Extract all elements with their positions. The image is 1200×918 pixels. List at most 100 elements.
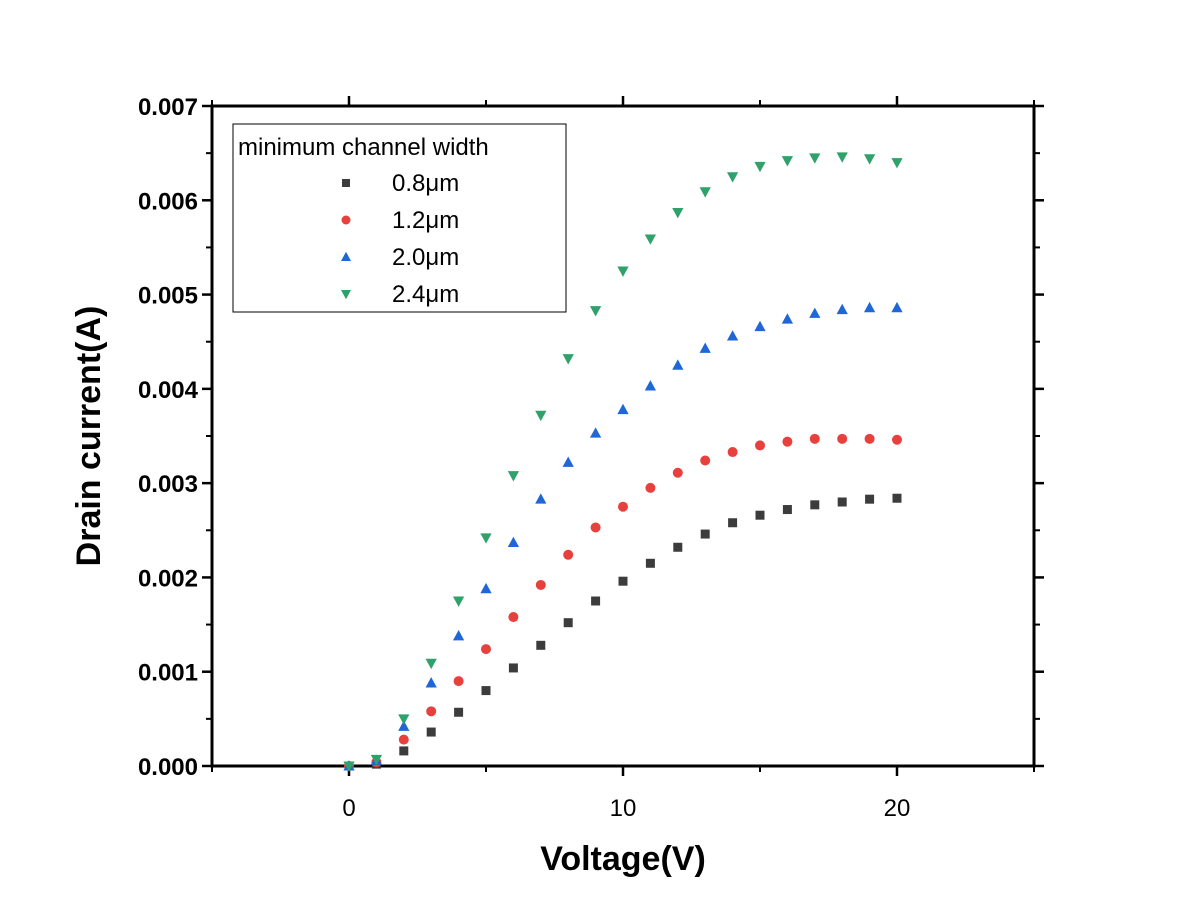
data-point [398, 714, 410, 725]
data-point [563, 618, 573, 628]
legend-label: 2.4μm [392, 281, 459, 308]
legend-marker [341, 215, 351, 225]
data-point [781, 156, 794, 167]
data-point [589, 306, 602, 317]
data-point [426, 706, 437, 717]
data-point [699, 342, 711, 353]
data-point [782, 436, 793, 447]
data-point [399, 746, 409, 756]
y-tick-label: 0.006 [138, 188, 198, 215]
legend-entries: 0.8μm 1.2μm 2.0μm 2.4μm [341, 170, 459, 308]
data-point [754, 320, 766, 332]
data-point [480, 582, 492, 594]
legend-label: 1.2μm [392, 207, 459, 234]
x-axis-title: Voltage(V) [540, 840, 706, 878]
data-point [892, 434, 902, 445]
data-point [672, 467, 683, 478]
y-tick-label: 0.000 [138, 754, 198, 781]
y-tick-label: 0.002 [138, 565, 198, 592]
data-point [618, 501, 628, 512]
data-point [617, 266, 629, 277]
data-point [454, 707, 464, 717]
data-point [644, 380, 657, 391]
data-point [425, 658, 437, 670]
data-point [836, 152, 848, 163]
data-point [836, 303, 848, 315]
data-point [645, 482, 656, 493]
data-point [726, 172, 739, 183]
data-point [700, 455, 711, 466]
data-point [863, 154, 876, 165]
data-point [508, 612, 519, 623]
x-tick-label: 20 [884, 795, 911, 822]
data-point [589, 427, 602, 438]
data-point [535, 410, 547, 422]
legend-marker [342, 179, 350, 187]
series-0 [344, 493, 902, 771]
data-point [699, 187, 711, 198]
data-point [672, 208, 684, 219]
data-point [535, 493, 547, 504]
data-point [727, 447, 738, 458]
data-point [480, 533, 492, 544]
series-3 [343, 152, 903, 772]
y-tick-label: 0.004 [138, 377, 199, 404]
data-point [591, 596, 601, 606]
data-point [755, 510, 765, 520]
data-point [562, 456, 574, 467]
data-point [425, 677, 437, 688]
legend: minimum channel width 0.8μm 1.2μm 2.0μm 2.4… [232, 123, 567, 313]
data-point [562, 354, 574, 365]
legend-box [232, 123, 567, 313]
data-point [426, 727, 436, 737]
data-point [672, 359, 684, 370]
data-point [452, 630, 465, 641]
data-point [343, 761, 355, 772]
data-point [617, 403, 629, 415]
data-point [809, 307, 821, 318]
data-point [536, 640, 546, 650]
legend-marker [341, 290, 351, 300]
data-point [673, 542, 683, 552]
data-point [507, 536, 520, 548]
data-point [481, 686, 491, 696]
data-point [618, 576, 628, 586]
x-tick-labels: 0 10 20 [342, 795, 910, 822]
data-point [398, 720, 410, 731]
data-point [728, 518, 738, 528]
data-point [453, 676, 464, 687]
y-tick-label: 0.007 [138, 94, 198, 121]
data-point [398, 734, 409, 745]
x-tick-label: 10 [610, 795, 637, 822]
y-tick-label: 0.003 [138, 471, 198, 498]
data-point [891, 158, 903, 169]
data-point [508, 663, 518, 673]
data-point [809, 433, 820, 444]
data-point [755, 440, 765, 451]
data-point [837, 433, 848, 444]
data-point [865, 494, 875, 504]
y-tick-labels: 0.000 0.001 0.002 0.003 0.004 0.005 0.006 0.007 [138, 94, 199, 781]
data-markers [343, 152, 903, 772]
data-point [891, 301, 903, 313]
data-point [507, 471, 520, 482]
data-point [754, 161, 766, 173]
data-point [535, 579, 546, 590]
data-point [810, 500, 820, 510]
data-point [864, 433, 875, 444]
data-point [590, 522, 601, 533]
y-tick-label: 0.005 [138, 283, 198, 310]
data-point [782, 505, 792, 515]
data-point [726, 330, 739, 341]
x-tick-label: 0 [342, 795, 355, 822]
data-point [781, 313, 794, 324]
legend-title: minimum channel width [238, 134, 489, 161]
data-point [563, 549, 574, 560]
data-point [645, 558, 655, 568]
y-tick-label: 0.001 [138, 660, 198, 687]
data-point [644, 234, 657, 245]
data-point [809, 153, 821, 164]
legend-label: 2.0μm [392, 244, 459, 271]
axis-ticks [202, 96, 1044, 776]
